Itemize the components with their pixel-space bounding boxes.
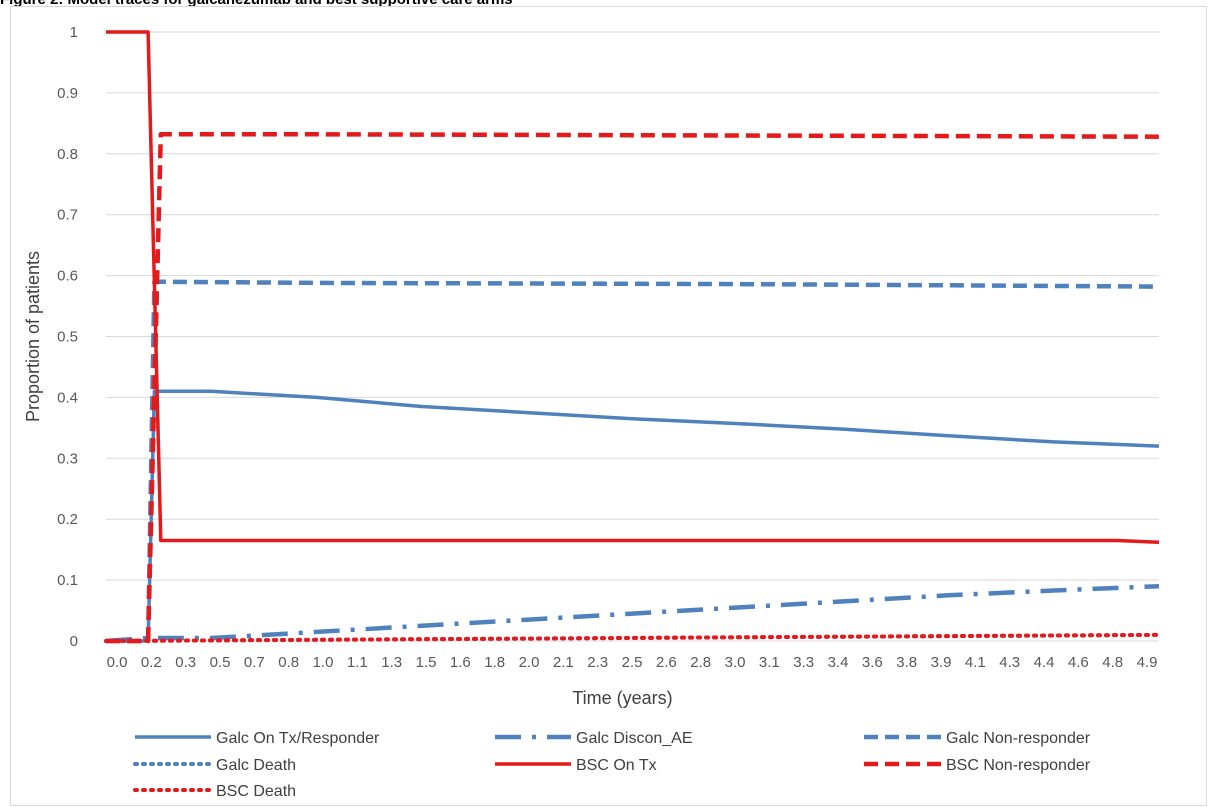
figure-title: Figure 2: Model traces for galcanezumab …	[0, 0, 1208, 9]
legend-label-galc-non-responder: Galc Non-responder	[946, 730, 1091, 747]
x-tick-label: 3.4	[828, 654, 849, 671]
y-tick-label: 0.2	[57, 511, 78, 528]
y-tick-label: 0.9	[57, 85, 78, 102]
y-axis-ticks: 0 0.1 0.2 0.3 0.4 0.5 0.6 0.7 0.8 0.9 1	[57, 24, 78, 650]
legend-label-galc-on-tx-responder: Galc On Tx/Responder	[216, 730, 380, 747]
x-axis-ticks: 0.0 0.2 0.3 0.5 0.7 0.8 1.0 1.1 1.3 1.5 1.6 1.8 2.0 2…	[107, 654, 1158, 671]
y-tick-label: 0.6	[57, 268, 78, 285]
line-chart: 00.10.20.30.40.50.60.70.80.91 0.0 0.2 0.3 0…	[23, 24, 1161, 800]
x-tick-label: 4.4	[1034, 654, 1055, 671]
y-tick-label: 0.4	[57, 389, 78, 406]
x-axis-title: Time (years)	[572, 688, 672, 708]
x-tick-label: 0.5	[210, 654, 231, 671]
x-tick-label: 1.6	[450, 654, 471, 671]
x-tick-label: 0.7	[244, 654, 265, 671]
legend: Galc On Tx/Responder Galc Discon_AE Galc N…	[133, 730, 1091, 800]
gridlines	[106, 31, 1159, 642]
y-tick-label: 0	[70, 633, 78, 650]
x-tick-label: 4.3	[999, 654, 1020, 671]
x-tick-label: 0.2	[141, 654, 162, 671]
x-tick-label: 0.8	[278, 654, 299, 671]
legend-label-bsc-death: BSC Death	[216, 783, 296, 800]
x-tick-label: 2.0	[519, 654, 540, 671]
y-tick-label: 0.3	[57, 450, 78, 467]
legend-label-bsc-on-tx: BSC On Tx	[576, 757, 657, 774]
y-tick-label: 0.1	[57, 572, 78, 589]
x-tick-label: 3.0	[725, 654, 746, 671]
x-tick-label: 0.3	[175, 654, 196, 671]
x-tick-label: 2.1	[553, 654, 574, 671]
series-line-bsc-non-responder	[106, 132, 1160, 644]
x-tick-label: 1.0	[313, 654, 334, 671]
x-tick-label: 1.1	[347, 654, 368, 671]
series-line-galc-non-responder	[106, 279, 1160, 644]
x-tick-label: 4.1	[965, 654, 986, 671]
legend-label-bsc-non-responder: BSC Non-responder	[946, 757, 1091, 774]
chart-frame: 0 0.1 0.2 0.3 0.4 0.5 0.6 0.7 0.8 0.9 1 0.0 0.2 0.3 0…	[10, 6, 1207, 806]
x-tick-label: 3.1	[759, 654, 780, 671]
x-tick-label: 1.8	[484, 654, 505, 671]
x-tick-label: 1.3	[381, 654, 402, 671]
x-tick-label: 2.5	[622, 654, 643, 671]
x-tick-label: 1.5	[416, 654, 437, 671]
x-tick-label: 3.8	[896, 654, 917, 671]
x-tick-label: 3.6	[862, 654, 883, 671]
legend-label-galc-discon-ae: Galc Discon_AE	[576, 730, 693, 747]
legend-label-galc-death: Galc Death	[216, 757, 296, 774]
series-line-bsc-on-tx	[106, 30, 1160, 545]
x-tick-label: 4.6	[1068, 654, 1089, 671]
x-tick-label: 4.8	[1102, 654, 1123, 671]
series-line-galc-discon-ae	[105, 583, 1160, 644]
x-tick-label: 3.9	[931, 654, 952, 671]
x-tick-label: 2.8	[690, 654, 711, 671]
y-tick-label: 0.8	[57, 146, 78, 163]
y-axis-title: Proportion of patients	[23, 251, 43, 422]
series-line-bsc-death	[104, 632, 1161, 643]
series-line-galc-on-tx-responder	[106, 389, 1160, 643]
y-tick-label: 0.5	[57, 329, 78, 346]
x-tick-label: 2.6	[656, 654, 677, 671]
y-tick-label: 1	[70, 24, 78, 41]
x-tick-label: 0.0	[107, 654, 128, 671]
y-tick-label: 0.7	[57, 207, 78, 224]
x-tick-label: 2.3	[587, 654, 608, 671]
x-tick-label: 4.9	[1137, 654, 1158, 671]
x-tick-label: 3.3	[793, 654, 814, 671]
series-lines	[104, 30, 1161, 644]
